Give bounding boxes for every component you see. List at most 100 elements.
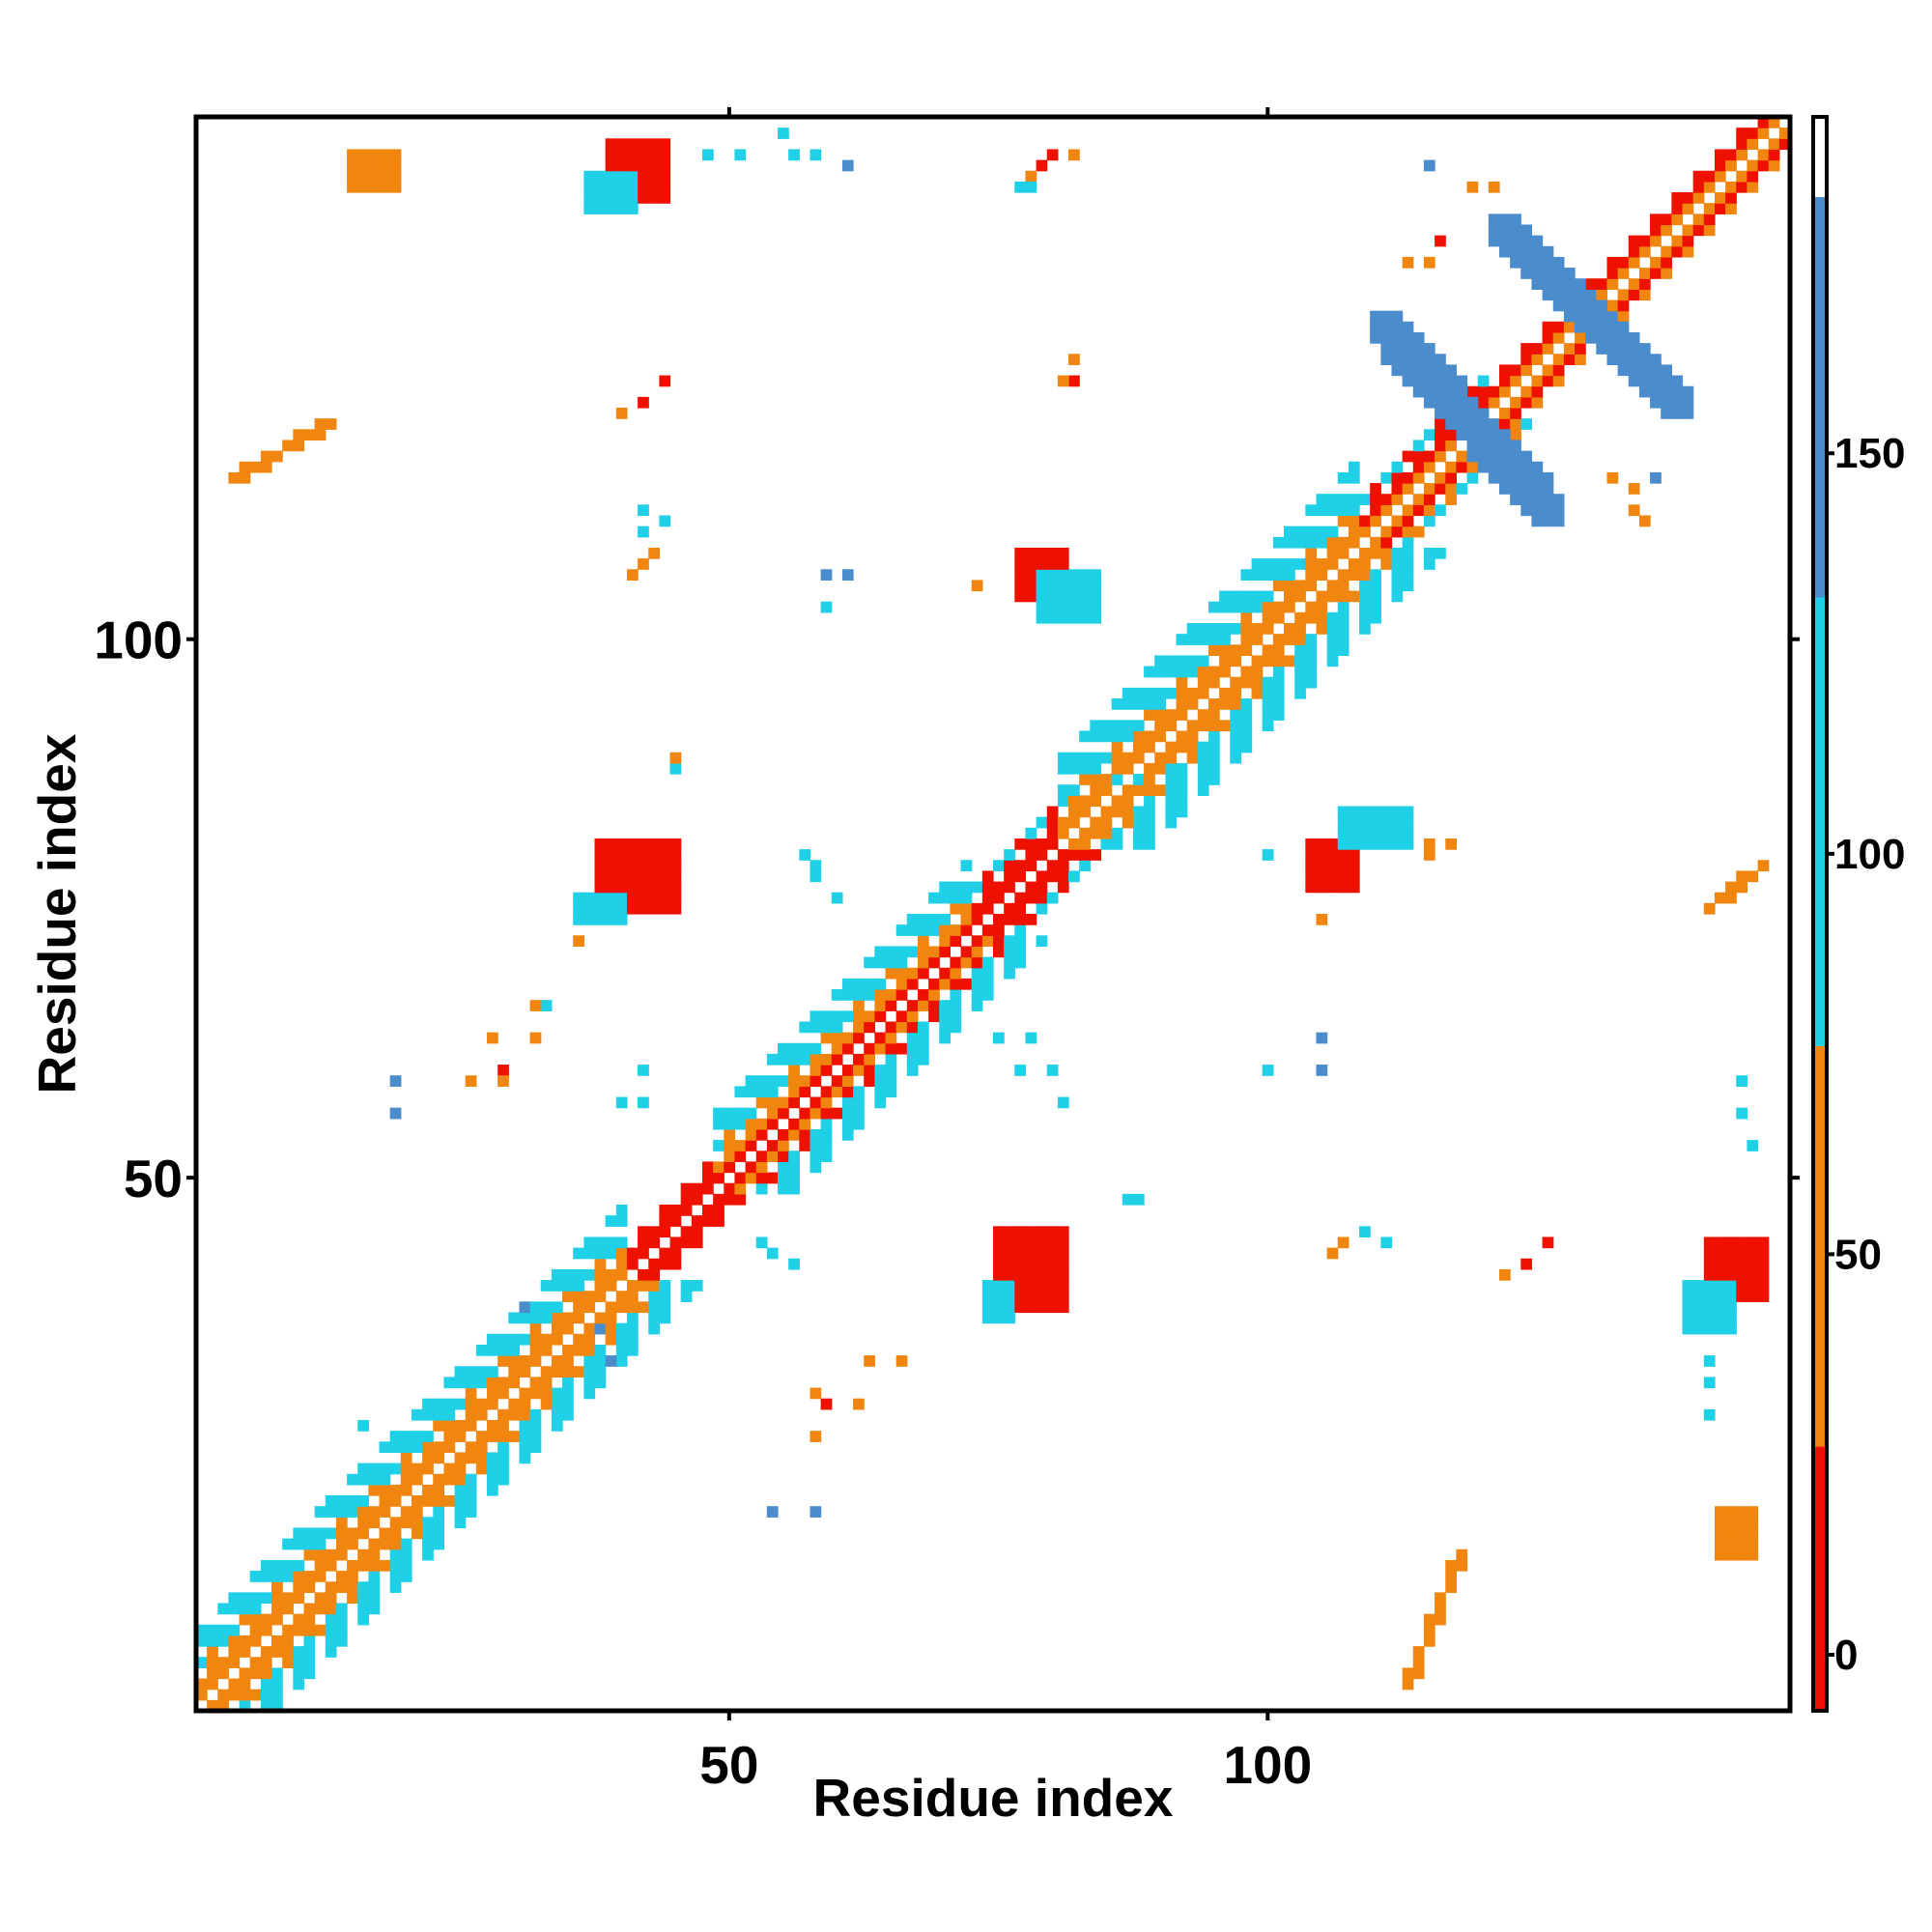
- heatmap-cell: [1230, 644, 1242, 657]
- heatmap-cell: [1391, 483, 1404, 495]
- heatmap-cell: [1132, 816, 1145, 829]
- heatmap-cell: [1014, 860, 1027, 872]
- heatmap-cell: [1057, 849, 1069, 861]
- heatmap-cell: [1144, 816, 1155, 829]
- heatmap-cell: [239, 1592, 251, 1605]
- heatmap-cell: [1703, 1280, 1716, 1292]
- heatmap-cell: [615, 138, 628, 151]
- heatmap-cell: [648, 870, 660, 883]
- heatmap-cell: [659, 849, 671, 861]
- heatmap-cell: [379, 1538, 391, 1550]
- heatmap-cell: [1154, 784, 1166, 796]
- heatmap-cell: [713, 1107, 724, 1120]
- heatmap-cell: [1380, 310, 1393, 323]
- heatmap-cell: [701, 1215, 714, 1227]
- heatmap-cell: [1025, 1301, 1037, 1314]
- heatmap-cell: [303, 1527, 316, 1540]
- heatmap-cell: [1531, 494, 1544, 505]
- heatmap-cell: [1036, 569, 1048, 581]
- heatmap-cell: [1510, 483, 1521, 495]
- heatmap-cell: [1606, 321, 1619, 333]
- heatmap-cell: [1186, 655, 1199, 668]
- heatmap-cell: [1682, 396, 1694, 409]
- heatmap-cell: [1498, 471, 1511, 484]
- heatmap-cell: [928, 924, 940, 936]
- heatmap-cell: [1402, 256, 1414, 269]
- heatmap-cell: [357, 1463, 369, 1475]
- heatmap-cell: [1757, 149, 1770, 161]
- heatmap-cell: [755, 1236, 768, 1249]
- heatmap-cell: [1046, 1291, 1059, 1302]
- heatmap-cell: [638, 838, 649, 850]
- heatmap-cell: [1316, 504, 1328, 517]
- heatmap-cell: [1004, 881, 1015, 894]
- heatmap-cell: [1531, 515, 1544, 527]
- heatmap-cell: [864, 1075, 875, 1087]
- heatmap-cell: [1132, 687, 1145, 699]
- heatmap-cell: [1240, 634, 1253, 645]
- heatmap-cell: [1736, 1506, 1748, 1518]
- heatmap-cell: [1004, 1280, 1015, 1292]
- heatmap-cell: [885, 1042, 897, 1055]
- heatmap-cell: [1606, 331, 1619, 344]
- heatmap-cell: [1466, 181, 1479, 193]
- heatmap-cell: [1736, 1538, 1748, 1550]
- heatmap-cell: [594, 838, 607, 850]
- heatmap-cell: [895, 1021, 908, 1034]
- heatmap-cell: [594, 1236, 607, 1249]
- heatmap-cell: [799, 1021, 811, 1034]
- heatmap-cell: [411, 1408, 423, 1421]
- heatmap-cell: [1714, 159, 1726, 172]
- heatmap-cell: [778, 1161, 789, 1174]
- heatmap-cell: [1284, 536, 1295, 549]
- heatmap-cell: [1714, 1538, 1726, 1550]
- heatmap-cell: [1316, 870, 1328, 883]
- heatmap-cell: [810, 1128, 822, 1141]
- heatmap-cell: [562, 1366, 574, 1378]
- heatmap-cell: [573, 1280, 584, 1292]
- heatmap-cell: [1380, 827, 1393, 839]
- heatmap-cell: [497, 1333, 509, 1346]
- heatmap-cell: [874, 1032, 887, 1044]
- heatmap-cell: [1004, 870, 1015, 883]
- heatmap-cell: [724, 1151, 736, 1163]
- heatmap-cell: [971, 914, 983, 925]
- heatmap-cell: [778, 1053, 789, 1065]
- heatmap-cell: [271, 1613, 283, 1626]
- heatmap-cell: [1014, 935, 1027, 948]
- heatmap-cell: [799, 1053, 811, 1065]
- heatmap-cell: [820, 1118, 833, 1130]
- heatmap-cell: [1079, 774, 1091, 785]
- heatmap-cell: [874, 1075, 887, 1087]
- heatmap-cell: [853, 1021, 865, 1034]
- heatmap-cell: [1165, 720, 1178, 732]
- heatmap-cell: [497, 1065, 509, 1076]
- heatmap-cell: [1046, 569, 1059, 581]
- heatmap-cell: [874, 989, 887, 1001]
- heatmap-cell: [1186, 741, 1199, 753]
- heatmap-cell: [1057, 375, 1069, 387]
- heatmap-cell: [1768, 117, 1780, 128]
- heatmap-cell: [981, 1301, 994, 1314]
- heatmap-cell: [917, 935, 929, 948]
- heatmap-cell: [1563, 268, 1576, 279]
- heatmap-cell: [1305, 666, 1318, 678]
- heatmap-cell: [1036, 870, 1048, 883]
- heatmap-cell: [1262, 601, 1274, 613]
- heatmap-cell: [1294, 536, 1306, 549]
- heatmap-cell: [454, 1463, 467, 1475]
- heatmap-cell: [1650, 471, 1662, 484]
- heatmap-cell: [433, 1473, 445, 1486]
- heatmap-cell: [939, 1032, 952, 1044]
- heatmap-cell: [659, 838, 671, 850]
- heatmap-cell: [1057, 611, 1069, 624]
- heatmap-cell: [1348, 461, 1360, 473]
- heatmap-cell: [1445, 483, 1457, 495]
- heatmap-cell: [594, 892, 607, 904]
- heatmap-cell: [993, 860, 1005, 872]
- heatmap-cell: [648, 1312, 660, 1324]
- heatmap-cell: [864, 1042, 875, 1055]
- heatmap-cell: [1219, 720, 1231, 732]
- heatmap-cell: [540, 1333, 553, 1346]
- heatmap-cell: [615, 1291, 628, 1302]
